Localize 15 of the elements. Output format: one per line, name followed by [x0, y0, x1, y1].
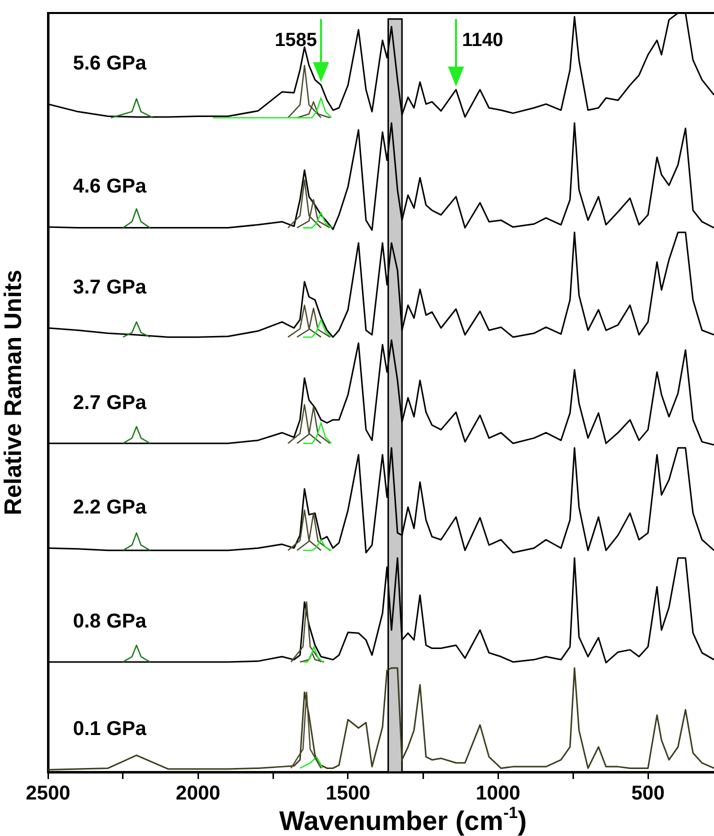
x-tick-label: 1500 [326, 782, 370, 805]
series-label: 5.6 GPa [73, 52, 148, 75]
series-label: 0.8 GPa [73, 610, 148, 632]
x-tick-label: 500 [631, 782, 665, 805]
series-label: 2.2 GPa [73, 496, 148, 519]
y-axis-title: Relative Raman Units [0, 270, 28, 516]
x-tick-label: 2500 [26, 782, 70, 805]
annotation: 1140 [462, 30, 504, 52]
series-label: 3.7 GPa [73, 276, 148, 298]
x-tick-label: 1000 [476, 782, 520, 805]
series-label: 0.1 GPa [73, 718, 148, 740]
annotation: 1585 [274, 30, 318, 52]
series-label: 2.7 GPa [73, 392, 148, 414]
x-tick-label: 2000 [176, 782, 220, 805]
series-label: 4.6 GPa [73, 176, 148, 198]
